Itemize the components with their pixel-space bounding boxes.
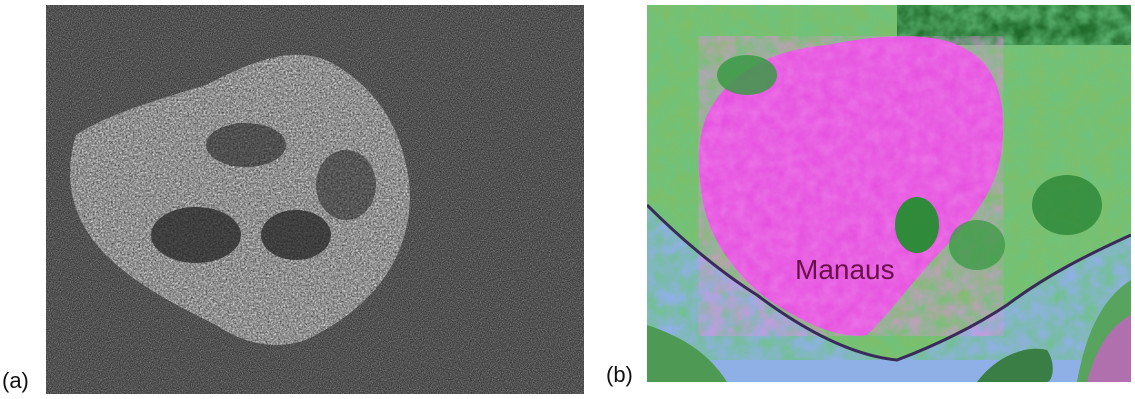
panel-a-label: (a) <box>2 368 29 393</box>
false-color-map: Manaus <box>647 5 1131 382</box>
false-color-map-panel: Manaus <box>647 5 1131 382</box>
sar-image-panel <box>46 5 584 394</box>
manaus-label: Manaus <box>795 254 895 285</box>
panel-b-label: (b) <box>606 362 633 387</box>
sar-image <box>46 5 584 394</box>
